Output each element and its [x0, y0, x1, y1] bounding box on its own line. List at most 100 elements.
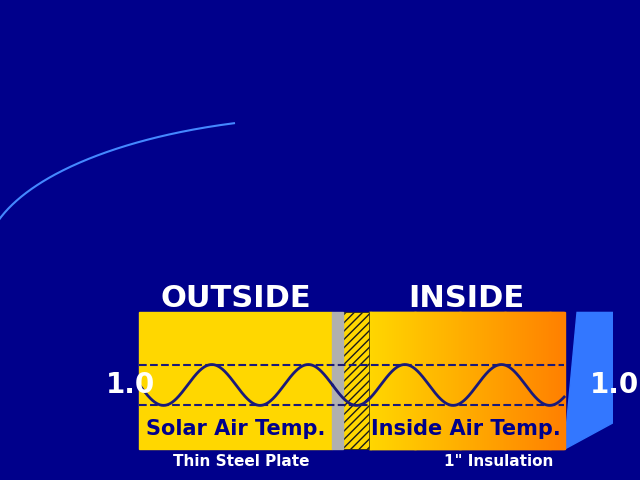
Bar [412, 312, 413, 449]
Bar [460, 312, 463, 449]
Bar [510, 312, 513, 449]
Bar [454, 312, 456, 449]
Bar [487, 312, 489, 449]
Bar [458, 312, 461, 449]
Bar [533, 312, 535, 449]
Bar [561, 312, 563, 449]
Bar [520, 312, 522, 449]
Bar [554, 312, 556, 449]
Bar [506, 312, 508, 449]
Bar [389, 312, 391, 449]
Bar [471, 312, 473, 449]
Bar [428, 312, 429, 449]
Bar [397, 312, 399, 449]
Bar [408, 312, 410, 449]
Bar [497, 312, 499, 449]
Bar [371, 312, 372, 449]
Bar [393, 312, 395, 449]
Bar [476, 312, 478, 449]
Bar [543, 312, 545, 449]
Bar [423, 312, 426, 449]
Bar [400, 312, 402, 449]
Bar [458, 312, 460, 449]
Bar [562, 312, 564, 449]
Bar [468, 312, 470, 449]
Text: Inside Air Temp.: Inside Air Temp. [371, 419, 561, 439]
Bar [523, 312, 525, 449]
Text: 1" Insulation: 1" Insulation [444, 454, 554, 469]
Bar [413, 312, 415, 449]
Bar [541, 312, 543, 449]
Text: Solar Air Temp.: Solar Air Temp. [147, 419, 326, 439]
Bar [545, 312, 548, 449]
Bar [489, 312, 491, 449]
Bar [508, 312, 509, 449]
Bar [390, 312, 392, 449]
Bar [428, 312, 430, 449]
Bar [504, 312, 506, 449]
Bar [451, 312, 452, 449]
Bar [504, 312, 506, 449]
Bar [343, 312, 369, 449]
Bar [382, 312, 384, 449]
Text: 1.0: 1.0 [590, 371, 639, 399]
Bar [415, 312, 417, 449]
Bar [404, 312, 406, 449]
Bar [436, 312, 438, 449]
Bar [406, 312, 409, 449]
Text: OUTSIDE: OUTSIDE [161, 284, 311, 312]
Bar [392, 312, 394, 449]
Bar [380, 312, 382, 449]
Bar [559, 312, 561, 449]
Bar [500, 312, 502, 449]
Bar [417, 312, 419, 449]
Bar [411, 312, 413, 449]
Bar [371, 312, 374, 449]
Bar [486, 312, 488, 449]
Bar [492, 312, 494, 449]
Bar [438, 312, 440, 449]
Bar [536, 312, 538, 449]
Bar [481, 312, 483, 449]
Bar [556, 312, 558, 449]
Bar [415, 312, 417, 449]
Bar [437, 312, 439, 449]
Bar [421, 312, 423, 449]
Bar [470, 312, 472, 449]
Bar [535, 312, 537, 449]
Bar [557, 312, 559, 449]
Text: 1.0: 1.0 [106, 371, 155, 399]
Bar [385, 312, 387, 449]
Bar [538, 312, 540, 449]
Text: INSIDE: INSIDE [408, 284, 524, 312]
Bar [540, 312, 541, 449]
Bar [563, 312, 565, 449]
Bar [332, 312, 343, 449]
Bar [435, 312, 437, 449]
Bar [401, 312, 403, 449]
Bar [446, 312, 448, 449]
Bar [426, 312, 428, 449]
Bar [472, 312, 474, 449]
Bar [478, 312, 480, 449]
Bar [410, 312, 412, 449]
Bar [448, 312, 450, 449]
Bar [378, 312, 380, 449]
Bar [404, 312, 406, 449]
Bar [532, 312, 534, 449]
Bar [499, 312, 500, 449]
Bar [398, 312, 400, 449]
Bar [539, 312, 541, 449]
Bar [374, 312, 376, 449]
Bar [447, 312, 449, 449]
Bar [396, 312, 398, 449]
Bar [442, 312, 444, 449]
Bar [461, 312, 463, 449]
Bar [482, 312, 484, 449]
Bar [430, 312, 432, 449]
Bar [432, 312, 434, 449]
Bar [467, 312, 469, 449]
Bar [395, 312, 397, 449]
Bar [521, 312, 523, 449]
Bar [463, 312, 465, 449]
